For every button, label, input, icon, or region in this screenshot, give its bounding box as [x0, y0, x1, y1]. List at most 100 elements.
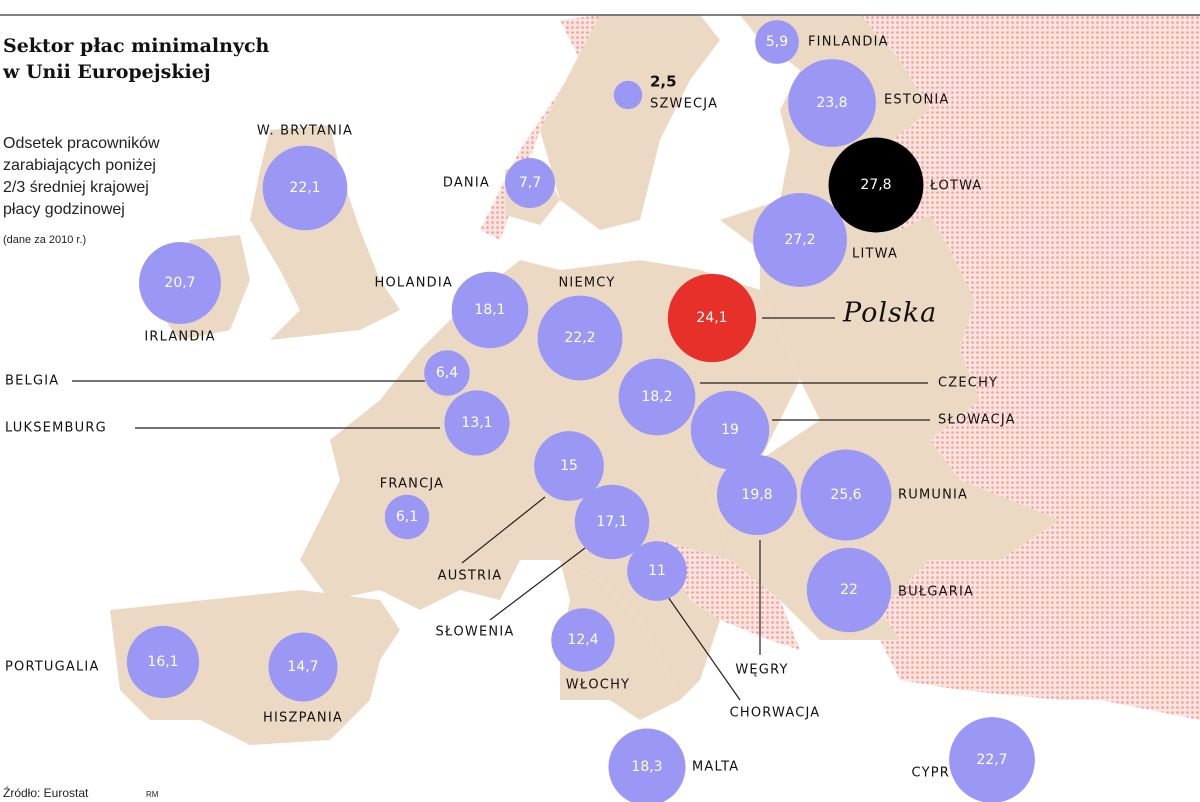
value-label: 18,1 — [474, 302, 505, 318]
subtitle: zarabiających poniżej — [3, 157, 156, 174]
bubble — [268, 632, 338, 702]
bubble — [949, 717, 1035, 802]
bubble — [828, 137, 924, 233]
bubble — [800, 449, 892, 541]
title: Sektor płac minimalnych — [3, 35, 270, 57]
country-label: W. BRYTANIA — [257, 124, 353, 139]
value-label: 22,7 — [976, 752, 1007, 768]
value-label: 25,6 — [830, 487, 861, 503]
country-label: HOLANDIA — [374, 276, 453, 291]
value-label: 5,9 — [766, 34, 788, 50]
country-label: CZECHY — [938, 376, 998, 391]
country-label: PORTUGALIA — [5, 660, 100, 675]
country-label: SŁOWENIA — [436, 625, 515, 640]
value-label: 15 — [560, 458, 578, 474]
value-label: 13,1 — [461, 415, 492, 431]
value-label: 11 — [648, 563, 666, 579]
bubble — [424, 350, 470, 396]
bubble — [551, 608, 615, 672]
bubble — [574, 484, 650, 560]
country-label: AUSTRIA — [438, 569, 503, 584]
note: (dane za 2010 r.) — [3, 234, 86, 246]
bubble — [618, 358, 696, 436]
bubble — [384, 494, 430, 540]
eu-land — [540, 15, 720, 230]
non-eu-land — [660, 540, 800, 650]
subtitle: 2/3 średniej krajowej — [3, 179, 149, 196]
bubble — [126, 625, 200, 699]
value-label: 12,4 — [567, 632, 598, 648]
source: Źródło: Eurostat — [3, 785, 89, 800]
non-eu-land — [880, 620, 1200, 700]
bubble — [788, 59, 876, 147]
country-label: HISZPANIA — [263, 711, 343, 726]
value-label: 22 — [840, 582, 858, 598]
bubble — [608, 728, 686, 802]
value-label: 19,8 — [741, 487, 772, 503]
country-label: BUŁGARIA — [898, 585, 974, 600]
value-label: 6,1 — [396, 509, 418, 525]
credit: RM — [146, 790, 159, 799]
country-label: NIEMCY — [559, 276, 616, 291]
country-label: FINLANDIA — [808, 35, 889, 50]
value-label: 23,8 — [816, 95, 847, 111]
bubble — [505, 158, 555, 208]
bubble — [690, 390, 770, 470]
country-label: FRANCJA — [380, 477, 445, 492]
non-eu-land — [860, 15, 1200, 720]
country-label: ŁOTWA — [929, 179, 983, 194]
value-label: 24,1 — [696, 310, 727, 326]
country-label: RUMUNIA — [898, 488, 968, 503]
value-label: 2,5 — [650, 73, 677, 91]
leader-line — [461, 496, 546, 564]
bubble — [755, 20, 799, 64]
value-label: 17,1 — [596, 514, 627, 530]
value-label: 20,7 — [164, 275, 195, 291]
country-label: LITWA — [852, 247, 898, 262]
value-label: 19 — [721, 422, 739, 438]
bubble — [753, 193, 847, 287]
bubble — [806, 547, 892, 633]
bubble — [537, 295, 623, 381]
bubble — [451, 271, 529, 349]
country-label: SZWECJA — [650, 97, 718, 112]
country-label: CHORWACJA — [730, 706, 821, 721]
eu-land — [110, 590, 400, 745]
title: w Unii Europejskiej — [2, 61, 211, 83]
bubble — [262, 145, 348, 231]
country-label: LUKSEMBURG — [5, 421, 107, 436]
country-label: CYPR — [912, 766, 950, 781]
country-label: MALTA — [692, 760, 739, 775]
bubble — [716, 454, 798, 536]
subtitle: Odsetek pracowników — [3, 135, 160, 152]
country-label: ESTONIA — [884, 93, 950, 108]
value-label: 16,1 — [147, 654, 178, 670]
value-label: 18,3 — [631, 759, 662, 775]
value-label: 27,8 — [860, 177, 891, 193]
bubble — [534, 431, 604, 501]
annotations: Sektor płac minimalnych w Unii Europejsk… — [2, 35, 270, 800]
country-label: DANIA — [443, 176, 490, 191]
bubble — [627, 541, 687, 601]
value-label: 27,2 — [784, 232, 815, 248]
value-label: 22,2 — [564, 330, 595, 346]
country-label: WŁOCHY — [566, 678, 630, 693]
leader-line — [489, 547, 586, 621]
value-label: 7,7 — [519, 175, 541, 191]
eu-land — [560, 560, 680, 720]
country-label: IRLANDIA — [144, 330, 215, 345]
value-label: 14,7 — [287, 659, 318, 675]
bubble — [444, 390, 510, 456]
bubble — [139, 242, 221, 324]
value-label: 18,2 — [641, 389, 672, 405]
bubble — [667, 273, 757, 363]
subtitle: płacy godzinowej — [3, 201, 125, 218]
country-label: WĘGRY — [735, 663, 788, 678]
country-label: SŁOWACJA — [938, 413, 1016, 428]
country-label: BELGIA — [5, 374, 59, 389]
leader-line — [667, 596, 741, 701]
country-label: Polska — [842, 298, 937, 329]
bubble — [613, 80, 643, 110]
